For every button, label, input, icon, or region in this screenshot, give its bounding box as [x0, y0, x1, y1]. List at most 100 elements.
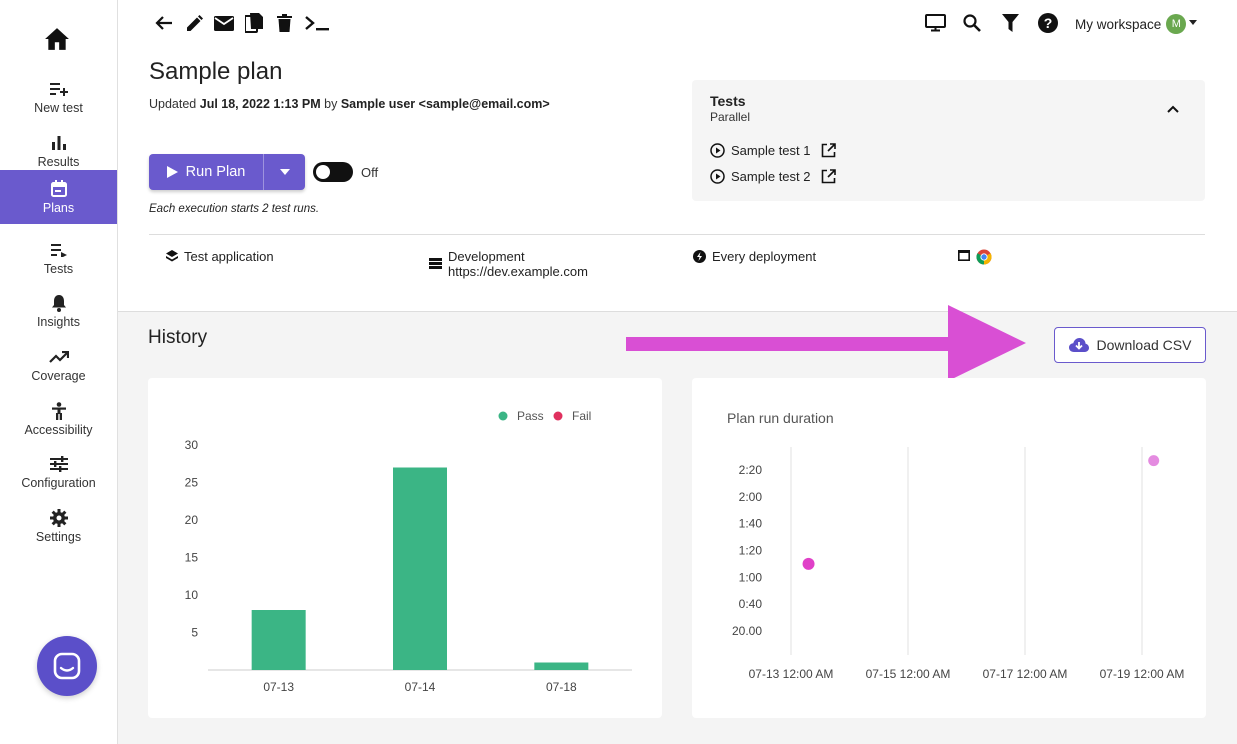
play-icon: [166, 166, 178, 178]
help-icon[interactable]: ?: [1037, 12, 1059, 34]
legend-fail-label: Fail: [572, 409, 591, 423]
sidebar: New test Results Plans Tests Insights Co…: [0, 0, 118, 744]
email-icon[interactable]: [213, 12, 235, 34]
bar-pass: [534, 662, 589, 670]
y-tick-label: 25: [185, 476, 199, 490]
environment-name: Development: [448, 249, 525, 264]
sidebar-item-tests[interactable]: Tests: [0, 231, 117, 285]
y-tick-label: 5: [191, 626, 198, 640]
y-tick-label: 30: [185, 438, 199, 452]
sidebar-item-label: New test: [34, 100, 83, 115]
copy-icon[interactable]: [243, 12, 265, 34]
download-csv-button[interactable]: Download CSV: [1054, 327, 1206, 363]
y-tick-label: 20.00: [732, 624, 762, 638]
environment-info: Development https://dev.example.com: [429, 249, 588, 279]
edit-pencil-icon[interactable]: [183, 12, 205, 34]
bar-pass: [393, 467, 447, 670]
y-tick-label: 15: [185, 551, 199, 565]
sidebar-item-label: Tests: [43, 261, 74, 276]
trending-up-icon: [48, 348, 69, 366]
layers-icon: [166, 250, 178, 262]
y-tick-label: 0:40: [739, 597, 763, 611]
download-csv-label: Download CSV: [1096, 337, 1192, 353]
bar-pass: [251, 610, 306, 670]
open-in-new-icon[interactable]: [821, 143, 836, 158]
legend-pass-marker: [498, 411, 508, 421]
sidebar-item-plans[interactable]: Plans: [0, 170, 117, 224]
chevron-up-icon[interactable]: [1167, 100, 1179, 118]
sidebar-item-results[interactable]: Results: [0, 124, 117, 178]
back-arrow-icon[interactable]: [153, 12, 175, 34]
browser-window-icon: [958, 250, 970, 261]
application-name: Test application: [184, 249, 274, 264]
bar-chart-icon: [49, 134, 69, 152]
search-icon[interactable]: [961, 12, 983, 34]
toggle-label: Off: [361, 165, 379, 180]
plan-run-duration-chart: Plan run duration 20.00 0:40 1:00 1:20 1:40 2:…: [727, 410, 1184, 681]
sidebar-item-insights[interactable]: Insights: [0, 284, 117, 338]
sidebar-item-accessibility[interactable]: Accessibility: [0, 392, 117, 446]
playlist-play-icon: [49, 241, 69, 259]
sidebar-item-settings[interactable]: Settings: [0, 499, 117, 553]
tests-panel-title: Tests: [710, 93, 746, 109]
divider: [149, 234, 1205, 235]
terminal-icon[interactable]: [303, 12, 331, 34]
pass-fail-bar-chart: 5 10 15 20 25 30 07-13 07-14 07-18 Pass Fail: [185, 409, 632, 694]
cloud-download-icon: [1068, 338, 1089, 352]
trash-icon[interactable]: [273, 12, 295, 34]
sidebar-item-new-test[interactable]: New test: [0, 70, 117, 124]
caret-down-icon: [279, 169, 290, 175]
schedule-toggle[interactable]: [313, 162, 353, 182]
home-icon[interactable]: [42, 25, 72, 53]
avatar: M: [1166, 14, 1187, 34]
monitor-icon[interactable]: [924, 12, 946, 34]
test-name: Sample test 1: [731, 143, 811, 158]
duration-point: [1148, 455, 1160, 467]
y-tick-label: 2:20: [739, 463, 763, 477]
play-circle-icon: [710, 169, 725, 184]
sidebar-item-label: Plans: [42, 200, 75, 215]
tests-panel: Tests Parallel Sample test 1 Sample test…: [692, 80, 1205, 201]
environment-url: https://dev.example.com: [448, 264, 588, 279]
application-info: Test application: [166, 249, 274, 264]
sidebar-item-configuration[interactable]: Configuration: [0, 445, 117, 499]
workspace-menu[interactable]: My workspace M: [1075, 14, 1198, 34]
trigger-info: Every deployment: [693, 249, 816, 264]
run-plan-label: Run Plan: [185, 164, 246, 180]
run-plan-button-group: Run Plan: [149, 154, 305, 190]
updated-prefix: Updated: [149, 97, 197, 111]
browser-info: [958, 249, 992, 268]
test-link[interactable]: Sample test 1: [710, 143, 836, 158]
legend-fail-marker: [553, 411, 563, 421]
tests-panel-mode: Parallel: [710, 110, 751, 124]
sidebar-item-label: Results: [37, 154, 80, 169]
duration-point: [802, 557, 815, 570]
calendar-icon: [49, 180, 69, 198]
history-title: History: [148, 327, 208, 348]
play-circle-icon: [710, 143, 725, 158]
updated-user: Sample user <sample@email.com>: [340, 97, 550, 111]
accessibility-icon: [49, 401, 69, 420]
sidebar-item-coverage[interactable]: Coverage: [0, 338, 117, 392]
sidebar-item-label: Settings: [35, 529, 82, 544]
page-title: Sample plan: [149, 58, 283, 85]
gear-icon: [49, 508, 69, 527]
open-in-new-icon[interactable]: [821, 169, 836, 184]
filter-icon[interactable]: [999, 12, 1021, 34]
pass-fail-chart-card: 5 10 15 20 25 30 07-13 07-14 07-18 Pass Fail: [148, 378, 662, 718]
y-tick-label: 1:40: [739, 517, 763, 531]
test-link[interactable]: Sample test 2: [710, 169, 836, 184]
bell-icon: [49, 294, 69, 312]
chart-title: Plan run duration: [727, 410, 834, 426]
x-tick-label: 07-17 12:00 AM: [983, 667, 1068, 681]
y-tick-label: 1:00: [739, 570, 763, 584]
run-plan-button[interactable]: Run Plan: [149, 154, 264, 190]
y-tick-label: 10: [185, 588, 199, 602]
workspace-label: My workspace: [1075, 16, 1162, 32]
x-tick-label: 07-18: [546, 680, 577, 694]
tune-icon: [49, 455, 69, 473]
x-tick-label: 07-14: [405, 680, 436, 694]
chat-launcher-button[interactable]: [37, 636, 97, 696]
run-plan-dropdown-button[interactable]: [264, 154, 305, 190]
sidebar-item-label: Accessibility: [24, 422, 93, 437]
